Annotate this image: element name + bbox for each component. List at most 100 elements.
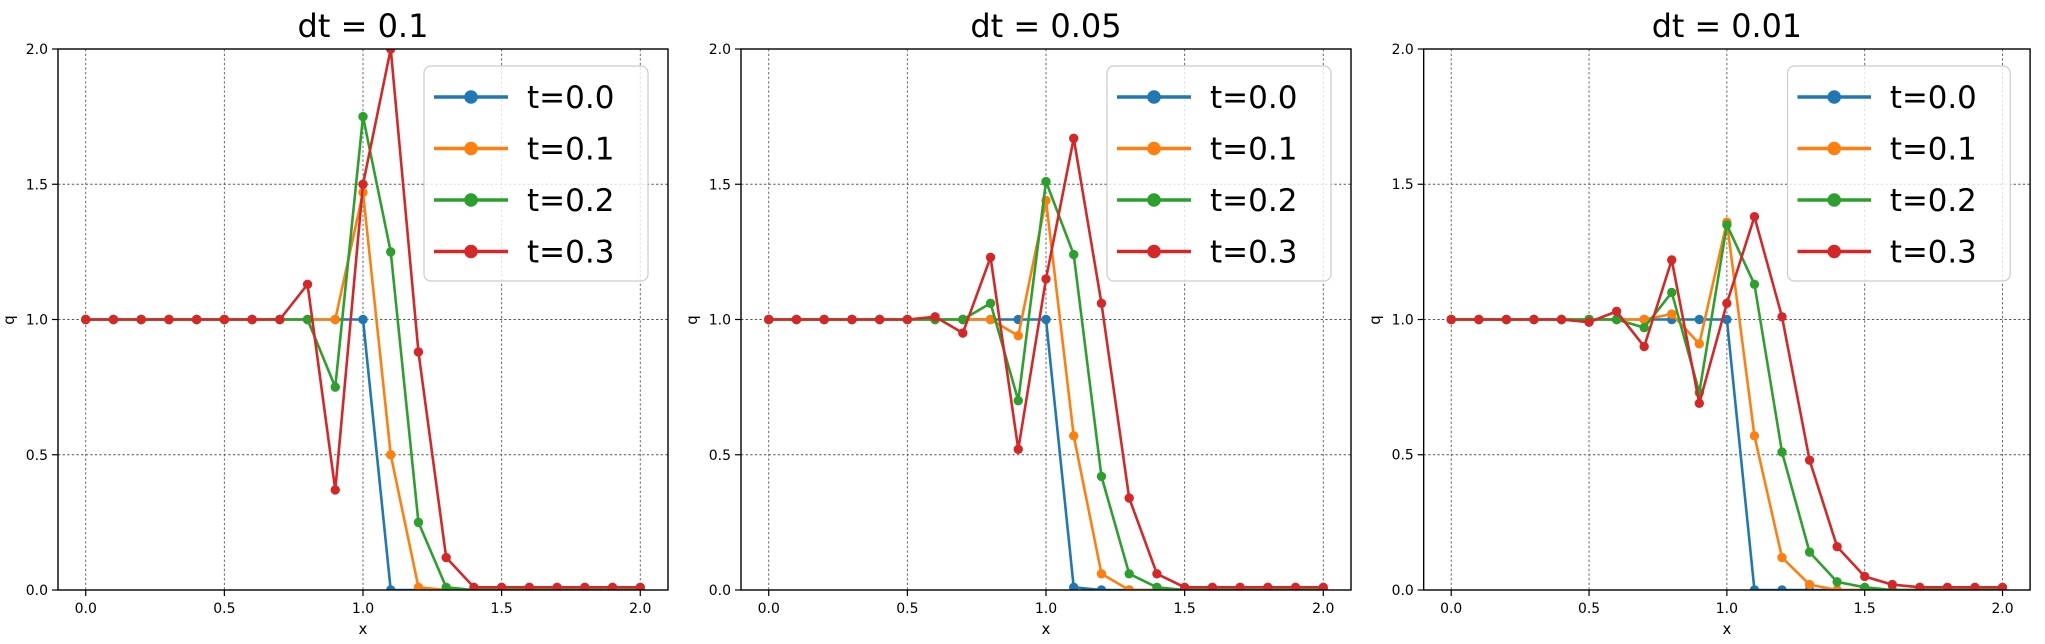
- plot-area: 0.0 0.5 1.0 1.5 2.0 0.0 0.5 1.0 1.5 2.0 t=0.0 t=0.1…: [26, 42, 669, 617]
- data-point-marker: [136, 314, 146, 325]
- plot-area: 0.0 0.5 1.0 1.5 2.0 0.0 0.5 1.0 1.5 2.0 t=0.0 t=0.1…: [709, 42, 1352, 617]
- tick-labels: 0.0 0.5 1.0 1.5 2.0 0.0 0.5 1.0 1.5 2.0: [709, 42, 1335, 617]
- x-tick-label: 0.5: [1578, 601, 1600, 617]
- data-point-marker: [1013, 444, 1023, 455]
- data-point-marker: [1777, 585, 1787, 590]
- data-point-marker: [1041, 176, 1051, 187]
- data-point-marker: [441, 552, 451, 563]
- y-tick-label: 1.5: [1392, 177, 1414, 193]
- data-point-marker: [1804, 455, 1815, 465]
- legend-marker: [1827, 141, 1842, 156]
- data-point-marker: [1860, 571, 1870, 582]
- data-point-marker: [1124, 493, 1134, 503]
- data-point-marker: [441, 582, 451, 590]
- data-point-marker: [275, 314, 285, 325]
- x-tick-label: 1.5: [1174, 601, 1196, 617]
- data-point-marker: [1556, 314, 1567, 325]
- data-point-marker: [108, 314, 119, 325]
- x-axis-label: x: [1722, 620, 1731, 638]
- data-point-marker: [1777, 552, 1787, 563]
- y-tick-label: 2.0: [1392, 42, 1414, 58]
- legend-label: t=0.3: [1890, 234, 1977, 270]
- data-point-marker: [302, 279, 313, 290]
- data-point-marker: [1263, 582, 1273, 590]
- data-point-marker: [1749, 585, 1760, 590]
- data-point-marker: [1832, 542, 1842, 552]
- data-point-marker: [1694, 339, 1704, 349]
- y-axis-label: q: [1366, 315, 1384, 325]
- data-point-marker: [524, 582, 535, 590]
- legend: t=0.0 t=0.1 t=0.2 t=0.3: [1106, 65, 1332, 282]
- data-point-marker: [358, 314, 368, 325]
- plot-area: 0.0 0.5 1.0 1.5 2.0 0.0 0.5 1.0 1.5 2.0 t=0.0 t=0.1…: [1392, 42, 2031, 617]
- data-point-marker: [1915, 582, 1925, 590]
- legend-label: t=0.1: [527, 132, 614, 168]
- data-point-marker: [1942, 582, 1953, 590]
- data-point-marker: [635, 582, 645, 590]
- x-tick-label: 1.5: [1854, 601, 1876, 617]
- axis-ticks: [52, 48, 641, 596]
- data-point-marker: [1041, 274, 1051, 284]
- legend-marker: [464, 193, 478, 207]
- data-point-marker: [191, 314, 202, 325]
- data-point-marker: [791, 314, 802, 325]
- x-tick-label: 0.5: [896, 601, 918, 617]
- y-tick-label: 1.0: [26, 313, 48, 329]
- data-point-marker: [330, 382, 340, 392]
- legend-label: t=0.2: [1890, 183, 1977, 219]
- data-point-marker: [1041, 314, 1051, 325]
- data-point-marker: [1667, 287, 1677, 298]
- x-tick-label: 2.0: [629, 601, 651, 617]
- chart-canvas-1: dt = 0.1 x q 0.0 0.5 1.0 1.5 2.0 0.0 0.5 1.0 1.5…: [0, 7, 669, 638]
- tick-labels: 0.0 0.5 1.0 1.5 2.0 0.0 0.5 1.0 1.5 2.0: [1392, 42, 2014, 617]
- x-tick-label: 1.0: [352, 601, 374, 617]
- legend-label: t=0.2: [1210, 183, 1297, 219]
- subplot-1: dt = 0.1 x q 0.0 0.5 1.0 1.5 2.0 0.0 0.5 1.0 1.5…: [0, 0, 683, 644]
- x-tick-label: 0.0: [75, 601, 97, 617]
- y-tick-label: 2.0: [709, 42, 731, 58]
- data-point-marker: [219, 314, 230, 325]
- legend-label: t=0.3: [1210, 235, 1297, 271]
- data-point-marker: [330, 485, 340, 495]
- data-point-marker: [930, 312, 940, 322]
- data-point-marker: [552, 582, 562, 590]
- y-tick-label: 1.0: [709, 313, 731, 329]
- data-point-marker: [1970, 582, 1980, 590]
- data-point-marker: [1474, 314, 1484, 325]
- data-point-marker: [358, 111, 368, 122]
- x-tick-label: 0.0: [1440, 601, 1462, 617]
- data-point-marker: [1832, 577, 1842, 587]
- plot-title: dt = 0.01: [1652, 7, 1802, 45]
- legend-marker: [1147, 90, 1161, 104]
- legend-marker: [464, 244, 478, 259]
- y-tick-label: 1.0: [1392, 312, 1414, 328]
- legend-box: [1106, 65, 1332, 282]
- series-t-0-3: [1446, 212, 2008, 590]
- data-point-marker: [386, 585, 396, 590]
- data-point-marker: [1318, 582, 1328, 590]
- data-point-marker: [1096, 471, 1107, 482]
- legend-marker: [464, 90, 478, 104]
- data-point-marker: [1124, 569, 1134, 579]
- data-point-marker: [413, 582, 424, 590]
- x-tick-label: 0.0: [758, 601, 780, 617]
- x-axis-label: x: [359, 620, 368, 638]
- y-axis-label: q: [0, 315, 18, 325]
- data-point-marker: [1096, 298, 1107, 308]
- data-point-marker: [764, 314, 774, 325]
- legend-marker: [1827, 193, 1842, 207]
- data-point-marker: [1749, 279, 1760, 290]
- data-point-marker: [819, 314, 829, 325]
- data-point-marker: [1639, 322, 1649, 333]
- legend-marker: [1147, 141, 1161, 156]
- legend: t=0.0 t=0.1 t=0.2 t=0.3: [1786, 65, 2011, 282]
- plot-title: dt = 0.1: [298, 7, 429, 45]
- legend: t=0.0 t=0.1 t=0.2 t=0.3: [423, 65, 649, 282]
- data-point-marker: [1667, 255, 1677, 265]
- data-point-marker: [1832, 585, 1842, 590]
- y-tick-label: 0.0: [1392, 583, 1414, 599]
- series-t-0-3: [81, 49, 645, 590]
- data-point-marker: [1290, 582, 1301, 590]
- data-point-marker: [1096, 585, 1107, 590]
- data-point-marker: [302, 314, 313, 325]
